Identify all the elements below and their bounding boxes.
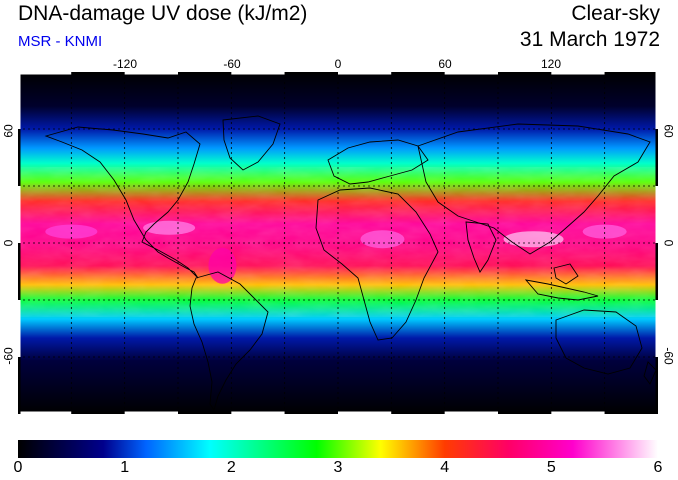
- africa-coast: [315, 187, 439, 341]
- lat-lon-grid: [18, 72, 658, 414]
- lat-tick-right: -60: [661, 347, 676, 365]
- lat-tick-left: 0: [1, 239, 16, 247]
- sky-condition: Clear-sky: [571, 2, 660, 25]
- uv-dose-map[interactable]: [18, 72, 658, 414]
- map-canvas: [18, 72, 658, 414]
- coastlines: [44, 115, 657, 412]
- scale-tick: 4: [440, 459, 450, 476]
- australia-coast: [555, 309, 643, 375]
- map-date: 31 March 1972: [519, 28, 660, 51]
- frame-ticks: [18, 72, 658, 414]
- scale-tick: 6: [653, 459, 663, 476]
- scale-tick: 0: [13, 459, 23, 476]
- scale-tick: 1: [120, 459, 130, 476]
- south-america-coast: [189, 271, 269, 412]
- borneo-coast: [553, 263, 579, 285]
- new-zealand-coast: [643, 361, 657, 385]
- map-title: DNA-damage UV dose (kJ/m2): [18, 2, 308, 25]
- greenland-coast: [222, 115, 281, 171]
- lon-tick-top: 0: [334, 57, 342, 71]
- scale-tick: 3: [333, 459, 343, 476]
- lat-tick-left: 60: [1, 124, 16, 138]
- uv-hotspot: [143, 220, 196, 235]
- north-america-coast: [44, 126, 201, 279]
- uv-hotspot: [360, 230, 405, 249]
- lat-tick-left: -60: [1, 347, 16, 365]
- europe-coast: [327, 139, 429, 185]
- uv-hotspot: [582, 224, 627, 239]
- lon-tick-top: 120: [540, 57, 562, 71]
- uv-hotspot: [208, 247, 237, 284]
- lat-tick-right: 0: [661, 239, 676, 247]
- lon-tick-top: -120: [112, 57, 138, 71]
- uv-hotspot: [503, 231, 564, 248]
- uv-hotspots: [45, 220, 627, 284]
- lat-tick-right: 60: [661, 124, 676, 138]
- credit-label: MSR - KNMI: [18, 33, 103, 50]
- indonesia-coast: [524, 279, 599, 301]
- scale-tick: 2: [226, 459, 236, 476]
- lon-tick-top: -60: [223, 57, 241, 71]
- scale-tick: 5: [546, 459, 556, 476]
- color-scale-bar: [18, 440, 658, 458]
- uv-hotspot: [45, 224, 98, 239]
- lon-tick-top: 60: [438, 57, 452, 71]
